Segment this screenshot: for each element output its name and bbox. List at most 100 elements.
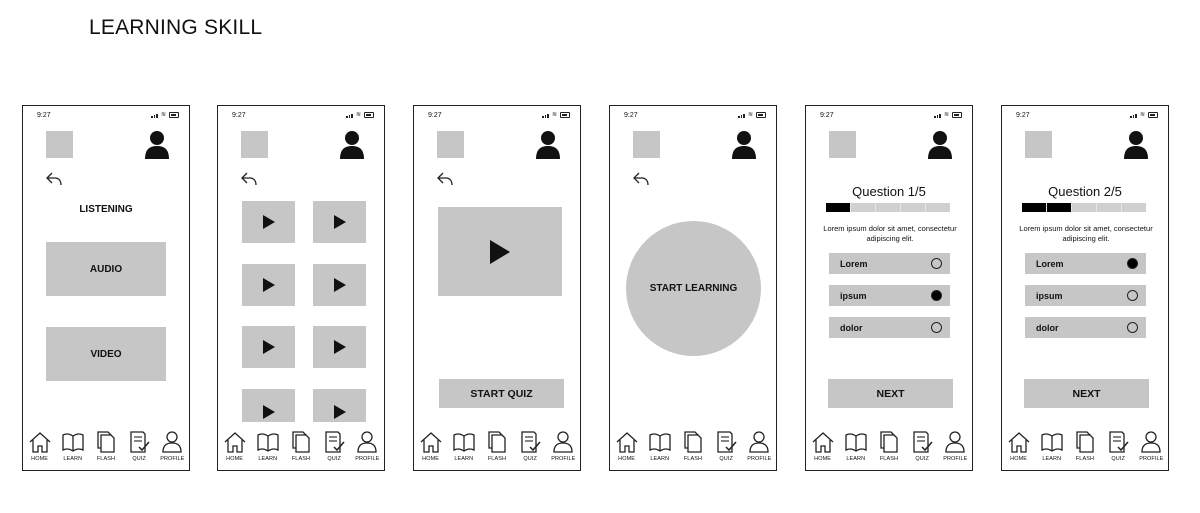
nav-flash[interactable]: FLASH [482, 430, 512, 462]
video-thumbnail[interactable] [313, 201, 366, 243]
quiz-icon [717, 431, 737, 453]
status-icons: ≋ [1130, 112, 1158, 118]
nav-label: QUIZ [719, 456, 733, 462]
video-thumbnail[interactable] [242, 264, 295, 306]
answer-option[interactable]: dolor [1025, 317, 1146, 338]
nav-quiz[interactable]: QUIZ [515, 430, 545, 462]
page-title: LEARNING SKILL [89, 16, 263, 39]
play-icon [333, 215, 346, 229]
start-learning-button[interactable]: START LEARNING [626, 221, 761, 356]
nav-learn[interactable]: LEARN [1037, 430, 1067, 462]
nav-home[interactable]: HOME [416, 430, 446, 462]
bottom-nav: HOME LEARN FLASH QUIZ PROFILE [23, 430, 189, 462]
nav-flash[interactable]: FLASH [91, 430, 121, 462]
start-quiz-button[interactable]: START QUIZ [439, 379, 564, 408]
video-thumbnail[interactable] [242, 201, 295, 243]
answer-option[interactable]: dolor [829, 317, 950, 338]
question-text: Lorem ipsum dolor sit amet, consectetur … [1019, 224, 1153, 243]
nav-home[interactable]: HOME [220, 430, 250, 462]
nav-profile[interactable]: PROFILE [352, 430, 382, 462]
nav-profile[interactable]: PROFILE [548, 430, 578, 462]
nav-label: LEARN [846, 456, 866, 462]
nav-label: FLASH [291, 456, 311, 462]
nav-learn[interactable]: LEARN [645, 430, 675, 462]
nav-learn[interactable]: LEARN [449, 430, 479, 462]
video-button[interactable]: VIDEO [46, 327, 166, 381]
book-icon [1041, 433, 1063, 452]
next-button[interactable]: NEXT [1024, 379, 1149, 408]
nav-flash[interactable]: FLASH [874, 430, 904, 462]
video-thumbnail[interactable] [242, 389, 295, 422]
nav-flash[interactable]: FLASH [286, 430, 316, 462]
quiz-icon [325, 431, 345, 453]
option-label: dolor [840, 322, 863, 333]
nav-label: LEARN [258, 456, 278, 462]
radio-button[interactable] [1127, 258, 1138, 269]
nav-home[interactable]: HOME [808, 430, 838, 462]
play-icon [333, 340, 346, 354]
bottom-nav: HOME LEARN FLASH QUIZ PROFILE [414, 430, 580, 462]
play-icon [333, 278, 346, 292]
play-icon [262, 405, 275, 419]
radio-button[interactable] [931, 322, 942, 333]
back-arrow-icon[interactable] [436, 170, 454, 188]
radio-button[interactable] [1127, 290, 1138, 301]
book-icon [845, 433, 867, 452]
answer-option[interactable]: ipsum [829, 285, 950, 306]
nav-home[interactable]: HOME [612, 430, 642, 462]
answer-option[interactable]: Lorem [1025, 253, 1146, 274]
video-thumbnail[interactable] [313, 389, 366, 422]
back-arrow-icon[interactable] [632, 170, 650, 188]
phone-screen-question-1: 9:27 ≋ Question 1/5 Lorem ipsum dolor si… [805, 105, 973, 471]
nav-learn[interactable]: LEARN [253, 430, 283, 462]
profile-icon [749, 431, 769, 453]
nav-quiz[interactable]: QUIZ [124, 430, 154, 462]
nav-profile[interactable]: PROFILE [744, 430, 774, 462]
nav-home[interactable]: HOME [1004, 430, 1034, 462]
nav-label: PROFILE [1139, 456, 1164, 462]
play-icon [333, 405, 346, 419]
radio-button[interactable] [931, 258, 942, 269]
user-avatar-icon[interactable] [339, 130, 365, 160]
answer-option[interactable]: Lorem [829, 253, 950, 274]
nav-learn[interactable]: LEARN [841, 430, 871, 462]
logo-placeholder [46, 131, 73, 158]
user-avatar-icon[interactable] [927, 130, 953, 160]
video-thumbnail[interactable] [313, 326, 366, 368]
nav-label: HOME [422, 456, 440, 462]
video-thumbnail[interactable] [313, 264, 366, 306]
quiz-icon [1109, 431, 1129, 453]
nav-label: PROFILE [160, 456, 185, 462]
nav-profile[interactable]: PROFILE [1136, 430, 1166, 462]
nav-learn[interactable]: LEARN [58, 430, 88, 462]
book-icon [649, 433, 671, 452]
video-thumbnail[interactable] [242, 326, 295, 368]
nav-flash[interactable]: FLASH [1070, 430, 1100, 462]
nav-profile[interactable]: PROFILE [940, 430, 970, 462]
nav-flash[interactable]: FLASH [678, 430, 708, 462]
back-arrow-icon[interactable] [240, 170, 258, 188]
nav-home[interactable]: HOME [25, 430, 55, 462]
nav-quiz[interactable]: QUIZ [907, 430, 937, 462]
home-icon [812, 432, 834, 453]
phone-screen-video-list: 9:27 ≋ HOME LEARN FLASH QUIZ PROFILE [217, 105, 385, 471]
play-icon [262, 215, 275, 229]
video-player[interactable] [438, 207, 562, 296]
nav-label: LEARN [650, 456, 670, 462]
user-avatar-icon[interactable] [144, 130, 170, 160]
play-icon [262, 340, 275, 354]
nav-quiz[interactable]: QUIZ [319, 430, 349, 462]
user-avatar-icon[interactable] [1123, 130, 1149, 160]
nav-quiz[interactable]: QUIZ [1103, 430, 1133, 462]
user-avatar-icon[interactable] [535, 130, 561, 160]
answer-option[interactable]: ipsum [1025, 285, 1146, 306]
radio-button[interactable] [931, 290, 942, 301]
radio-button[interactable] [1127, 322, 1138, 333]
play-icon [490, 239, 510, 264]
nav-quiz[interactable]: QUIZ [711, 430, 741, 462]
audio-button[interactable]: AUDIO [46, 242, 166, 296]
nav-profile[interactable]: PROFILE [157, 430, 187, 462]
user-avatar-icon[interactable] [731, 130, 757, 160]
next-button[interactable]: NEXT [828, 379, 953, 408]
back-arrow-icon[interactable] [45, 170, 63, 188]
